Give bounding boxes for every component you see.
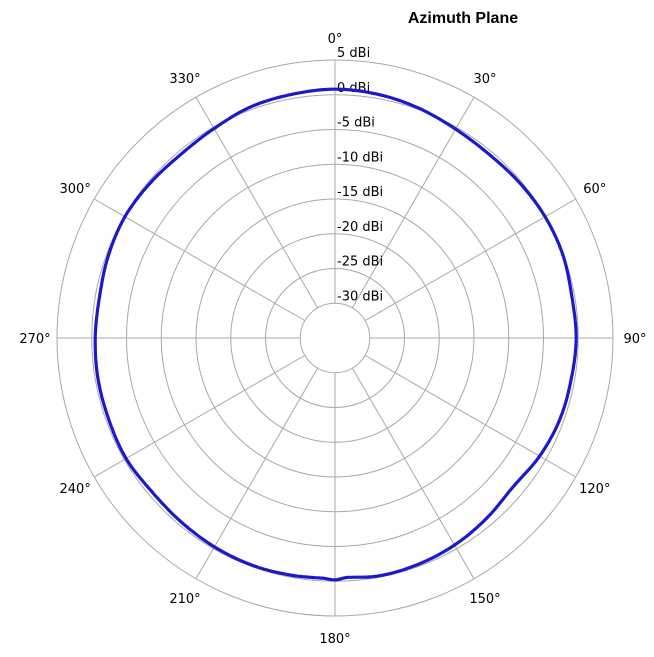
- angular-gridline: [364, 354, 577, 478]
- radial-tick-label: -30 dBi: [337, 289, 383, 304]
- polar-grid: [56, 59, 614, 617]
- radial-tick-label: -5 dBi: [337, 116, 375, 131]
- angle-tick-label: 30°: [473, 72, 496, 87]
- angular-gridline: [93, 198, 306, 322]
- angle-tick-label: 270°: [19, 332, 50, 347]
- radial-tick-label: 5 dBi: [337, 46, 370, 61]
- angular-gridline: [351, 367, 475, 580]
- angular-gridline: [195, 367, 319, 580]
- angle-tick-label: 300°: [60, 182, 91, 197]
- series-line: [93, 87, 578, 582]
- angle-tick-label: 180°: [319, 632, 350, 647]
- chart-title: Azimuth Plane: [408, 10, 518, 27]
- angle-tick-label: 210°: [169, 592, 200, 607]
- angular-gridline: [364, 198, 577, 322]
- series-layer: [93, 87, 578, 582]
- radial-tick-label: -20 dBi: [337, 220, 383, 235]
- radial-tick-label: -10 dBi: [337, 150, 383, 165]
- angle-tick-label: 60°: [583, 182, 606, 197]
- radial-tick-label: -25 dBi: [337, 255, 383, 270]
- angle-tick-label: 330°: [169, 72, 200, 87]
- angular-gridline: [351, 96, 475, 309]
- radial-tick-label: -15 dBi: [337, 185, 383, 200]
- angle-tick-labels: 0° 30° 60° 90° 120° 150° 180° 210° 240° 270° 300° 3…: [19, 32, 646, 647]
- angular-gridline: [93, 354, 306, 478]
- angular-gridline: [195, 96, 319, 309]
- angle-tick-label: 0°: [328, 32, 343, 47]
- angle-tick-label: 90°: [623, 332, 646, 347]
- radial-gridline: [299, 302, 371, 374]
- angle-tick-label: 120°: [579, 482, 610, 497]
- angle-tick-label: 150°: [469, 592, 500, 607]
- angle-tick-label: 240°: [60, 482, 91, 497]
